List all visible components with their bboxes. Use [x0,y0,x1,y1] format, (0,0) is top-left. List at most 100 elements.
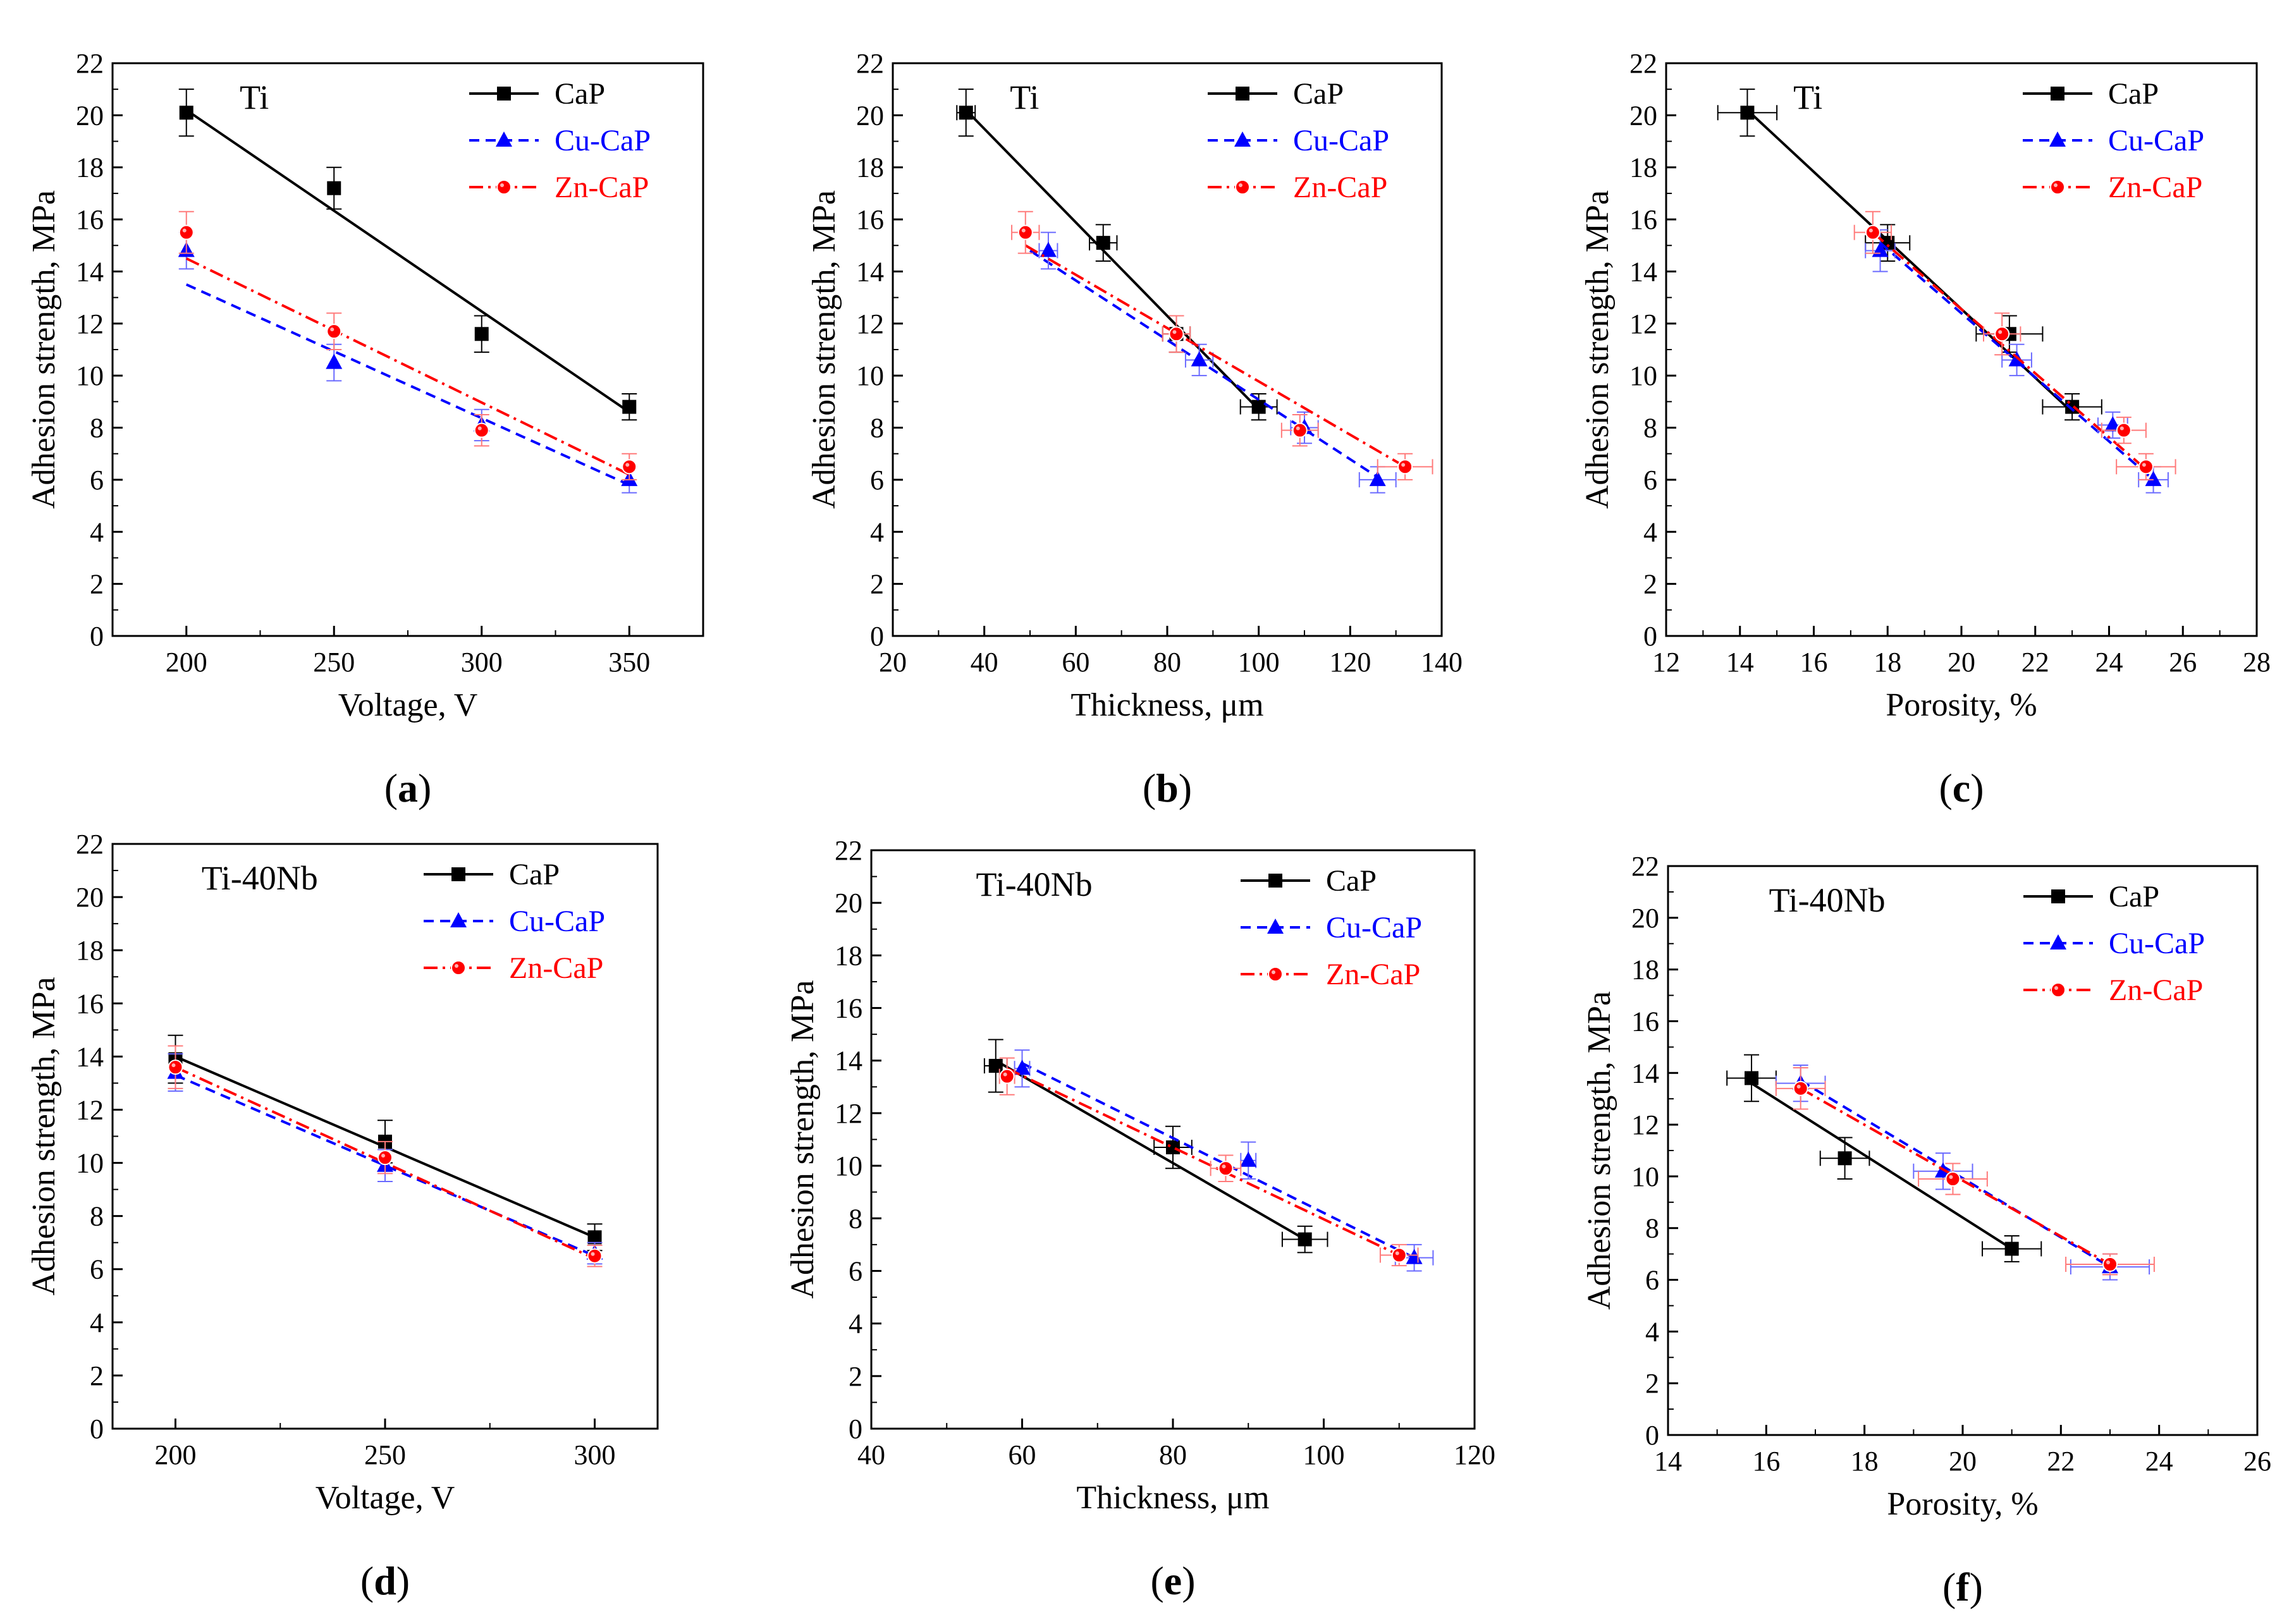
series-cap [1717,89,2102,421]
x-tick-label: 140 [1421,647,1463,678]
y-tick-label: 0 [90,621,104,652]
data-point-highlight [477,426,482,430]
x-tick-label: 200 [166,647,207,678]
y-tick-label: 14 [856,256,884,287]
legend-marker [1268,874,1282,888]
data-point [1369,470,1386,486]
data-point [168,1059,183,1075]
series-cap [956,89,1278,421]
data-point [2004,1242,2019,1256]
legend-marker-highlight [1239,183,1242,187]
caption-part: ) [1179,766,1192,810]
data-point [959,106,973,120]
series-cap [1726,1054,2042,1262]
data-point [1406,1249,1423,1264]
data-point-highlight [1172,330,1177,334]
legend-marker [2050,934,2066,949]
legend-label: Zn-CaP [2108,171,2202,204]
x-axis-title: Thickness, μm [1070,687,1263,723]
y-tick-label: 12 [1631,1109,1659,1140]
series-cu-cap [178,231,638,494]
x-tick-label: 350 [608,647,650,678]
y-tick-label: 6 [1645,1265,1659,1296]
x-tick-label: 300 [574,1439,616,1470]
y-axis-title: Adhesion strength, MPa [785,980,821,1298]
y-tick-label: 20 [1629,100,1657,131]
data-point-highlight [1796,1084,1801,1089]
fit-line [965,109,1260,411]
legend-marker [1236,87,1249,101]
y-tick-label: 8 [849,1203,862,1234]
caption-part: f [1956,1565,1970,1609]
data-point [587,1230,602,1245]
chart-panel-d: 0 2 4 6 8 10 12 14 16 18 20 22 200 250 300 Voltage, V Ad… [26,829,659,1603]
legend-marker [1234,131,1251,147]
y-tick-label: 18 [856,152,884,183]
data-point [178,224,194,240]
fit-line [185,283,630,486]
legend-label: Cu-CaP [1293,124,1389,157]
panel-title: Ti-40Nb [202,859,318,897]
y-tick-label: 18 [76,152,104,183]
x-tick-label: 14 [1726,647,1754,678]
y-axis-title: Adhesion strength, MPa [806,190,842,509]
panel-title: Ti [240,78,269,116]
x-axis-title: Porosity, % [1886,687,2037,723]
y-tick-label: 18 [835,940,862,971]
y-axis-title: Adhesion strength, MPa [1581,991,1617,1310]
series-cu-cap [1029,231,1397,494]
y-tick-label: 4 [1643,516,1657,547]
y-tick-label: 12 [1629,308,1657,339]
y-tick-label: 6 [870,465,884,496]
x-tick-label: 250 [313,647,355,678]
y-tick-label: 14 [1631,1058,1659,1089]
panel-title: Ti [1010,78,1039,116]
data-point-highlight [182,228,187,233]
data-point [1945,1171,1961,1187]
legend-marker-highlight [2054,183,2058,187]
x-axis-title: Voltage, V [316,1480,455,1516]
series-cu-cap [1014,1049,1434,1272]
panel-caption: (c) [1939,766,1984,810]
y-tick-label: 2 [849,1361,862,1392]
y-tick-label: 6 [849,1255,862,1286]
fit-line [995,1059,1306,1241]
caption-part: ) [1970,766,1984,810]
data-point [1251,400,1266,414]
legend-marker [2051,889,2065,903]
data-point [1740,106,1755,120]
x-tick-label: 18 [1874,647,1901,678]
caption-part: ( [384,766,398,810]
y-tick-label: 22 [1631,851,1659,882]
x-tick-label: 120 [1329,647,1371,678]
x-tick-label: 100 [1238,647,1280,678]
legend-label: CaP [2108,77,2159,111]
x-tick-label: 18 [1851,1446,1879,1477]
data-point [1994,326,2010,342]
caption-part: e [1164,1558,1182,1603]
data-point [1391,1247,1407,1263]
data-point [1297,1232,1312,1247]
chart-panel-e: 0 2 4 6 8 10 12 14 16 18 20 22 40 60 80 100 120 Thickness… [785,835,1495,1603]
fit-line [1750,1082,2013,1250]
fit-line [185,257,630,476]
legend-marker [2049,131,2066,147]
data-point [1865,224,1880,240]
data-point [1218,1161,1234,1176]
y-tick-label: 14 [76,1041,104,1072]
legend-label: Zn-CaP [509,951,603,985]
series-cap [983,1039,1328,1254]
panel-title: Ti-40Nb [976,865,1093,903]
legend: CaP Cu-CaP Zn-CaP [424,858,605,985]
legend-marker [496,180,512,195]
y-tick-label: 4 [849,1309,862,1340]
legend-marker [496,131,512,147]
panel-caption: (f) [1942,1565,1983,1609]
legend-label: Zn-CaP [1293,171,1387,204]
data-point [622,400,637,414]
y-tick-label: 6 [1643,465,1657,496]
y-axis-title: Adhesion strength, MPa [26,190,62,509]
caption-part: ( [1942,1565,1956,1609]
data-point [999,1068,1015,1084]
panel-caption: (a) [384,766,432,810]
